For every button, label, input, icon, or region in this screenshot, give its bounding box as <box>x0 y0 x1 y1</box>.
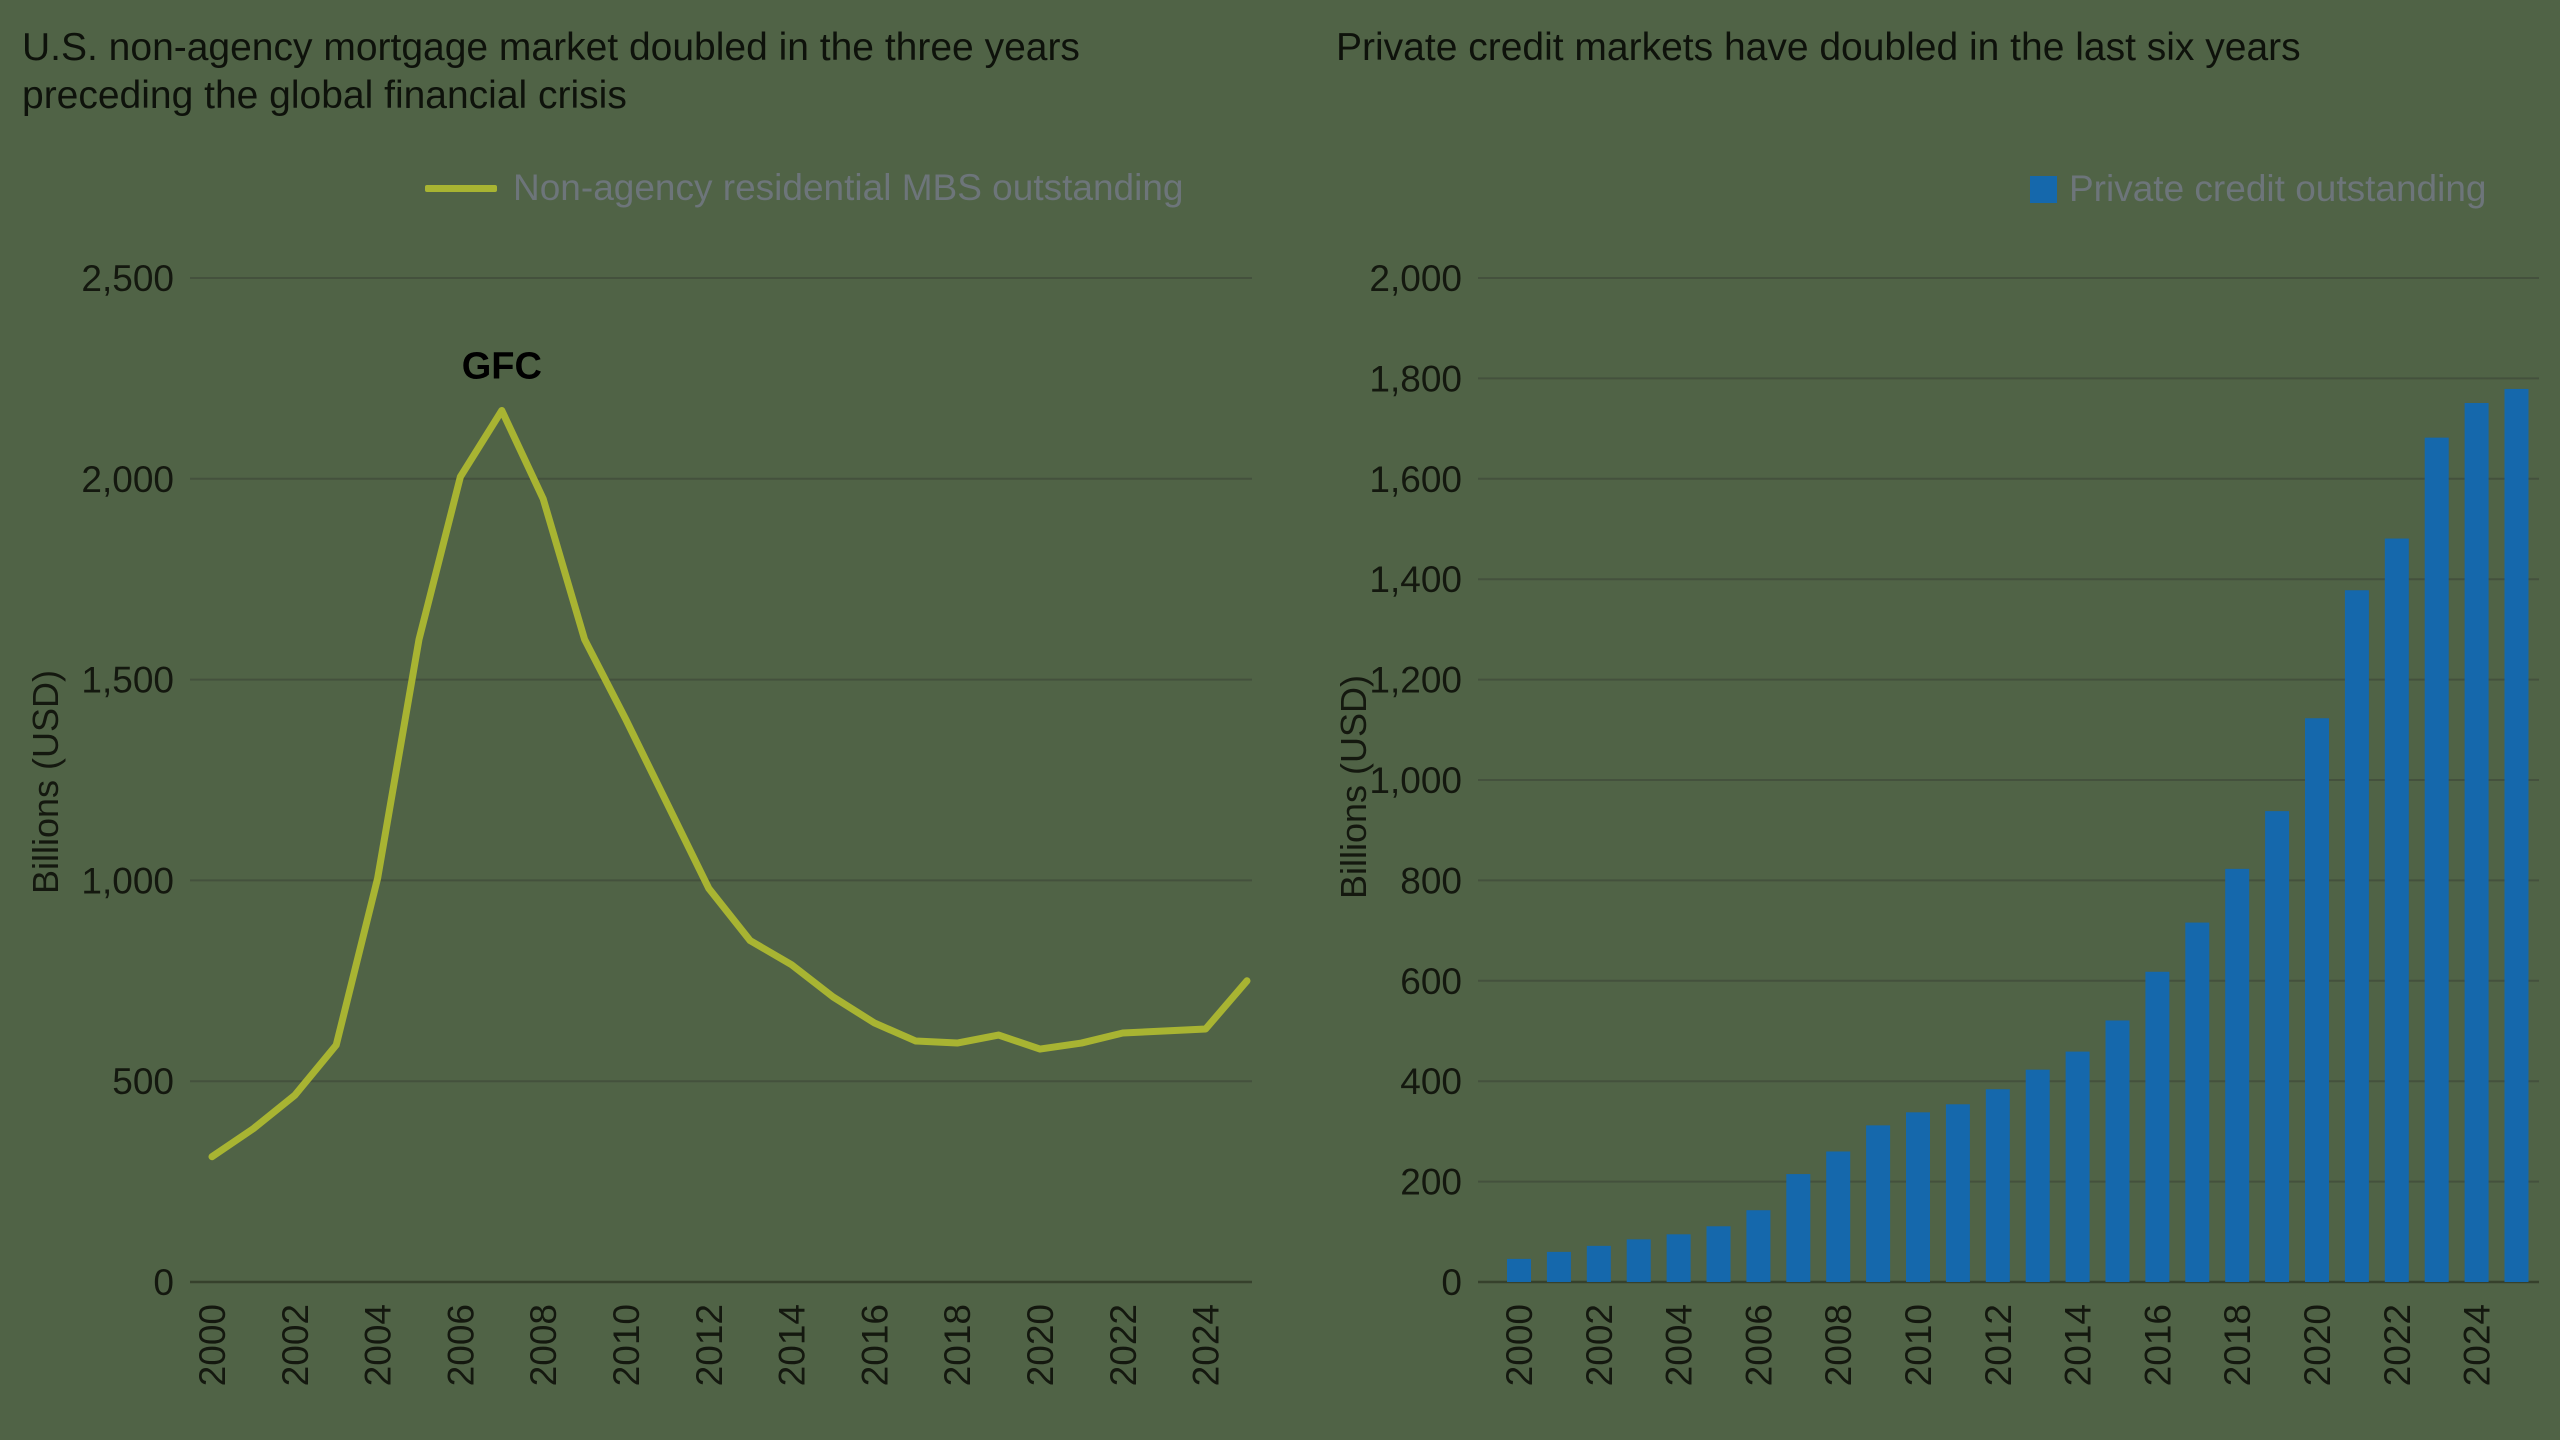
y-tick-label: 400 <box>1400 1061 1462 1102</box>
x-tick-label: 2002 <box>1579 1304 1620 1386</box>
bar <box>2384 538 2409 1282</box>
chart-title: U.S. non-agency mortgage market doubled … <box>22 26 1080 117</box>
x-tick-label: 2014 <box>2058 1304 2099 1386</box>
y-tick-label: 1,600 <box>1369 459 1462 500</box>
x-tick-label: 2004 <box>1659 1304 1700 1386</box>
legend: Private credit outstanding <box>2030 168 2487 210</box>
bar <box>2065 1051 2090 1282</box>
bar <box>2265 811 2290 1282</box>
x-tick-label: 2010 <box>606 1304 647 1386</box>
bar <box>2424 437 2449 1282</box>
x-tick-label: 2014 <box>772 1304 813 1386</box>
bar <box>2305 718 2329 1282</box>
x-tick-label: 2022 <box>2377 1304 2418 1386</box>
y-tick-label: 1,000 <box>1369 760 1462 801</box>
bar <box>2504 388 2529 1282</box>
x-tick-label: 2020 <box>2297 1304 2338 1386</box>
bar <box>1666 1234 1691 1282</box>
legend-label: Private credit outstanding <box>2069 168 2487 209</box>
x-tick-label: 2016 <box>854 1304 895 1386</box>
bar <box>1706 1226 1731 1282</box>
legend-label: Non-agency residential MBS outstanding <box>513 167 1184 208</box>
chart-title: Private credit markets have doubled in t… <box>1336 26 2301 69</box>
x-tick-label: 2020 <box>1020 1304 1061 1386</box>
x-tick-label: 2006 <box>440 1304 481 1386</box>
y-tick-label: 600 <box>1400 961 1462 1002</box>
x-tick-label: 2012 <box>1978 1304 2019 1386</box>
y-tick-label: 1,200 <box>1369 660 1462 701</box>
gfc-annotation: GFC <box>462 346 542 388</box>
x-tick-label: 2010 <box>1898 1304 1939 1386</box>
x-tick-label: 2024 <box>1186 1304 1227 1386</box>
bar <box>2225 868 2250 1282</box>
y-tick-label: 500 <box>112 1061 174 1102</box>
y-tick-label: 1,500 <box>81 660 174 701</box>
bar <box>2105 1020 2130 1282</box>
x-tick-label: 2022 <box>1103 1304 1144 1386</box>
y-tick-label: 1,000 <box>81 860 174 901</box>
bar <box>1586 1245 1611 1282</box>
bar <box>1746 1210 1771 1282</box>
bar <box>1786 1174 1811 1282</box>
y-tick-label: 2,000 <box>1369 258 1462 299</box>
x-tick-label: 2016 <box>2137 1304 2178 1386</box>
x-tick-label: 2024 <box>2457 1304 2498 1386</box>
x-tick-label: 2002 <box>275 1304 316 1386</box>
x-tick-label: 2000 <box>192 1304 233 1386</box>
x-tick-label: 2004 <box>358 1304 399 1386</box>
bar <box>1826 1151 1851 1282</box>
bar <box>1507 1258 1531 1282</box>
x-tick-label: 2018 <box>2217 1304 2258 1386</box>
x-tick-label: 2012 <box>689 1304 730 1386</box>
bar <box>1985 1089 2010 1282</box>
trend-line <box>208 407 1251 1161</box>
bar-swatch-icon <box>2030 175 2057 203</box>
bar <box>1626 1239 1651 1282</box>
x-tick-label: 2008 <box>1818 1304 1859 1386</box>
x-tick-label: 2006 <box>1738 1304 1779 1386</box>
bar <box>1906 1112 1930 1282</box>
bar <box>2344 590 2369 1282</box>
y-tick-label: 0 <box>1441 1262 1462 1303</box>
y-tick-label: 200 <box>1400 1162 1462 1203</box>
bar <box>1546 1251 1571 1282</box>
y-tick-label: 0 <box>153 1262 174 1303</box>
bar <box>2145 971 2170 1282</box>
mbs-line-chart-panel: U.S. non-agency mortgage market doubled … <box>22 26 1252 1386</box>
bar <box>2464 402 2489 1282</box>
y-tick-label: 800 <box>1400 860 1462 901</box>
bar <box>2185 922 2210 1282</box>
x-tick-label: 2000 <box>1499 1304 1540 1386</box>
y-tick-label: 2,000 <box>81 459 174 500</box>
bar-chart: 0 200 400 600 800 1,000 1,200 1,400 1,600 1,800 2,… <box>1369 258 2539 1386</box>
y-tick-label: 1,400 <box>1369 559 1462 600</box>
bar <box>1866 1125 1891 1282</box>
legend: Non-agency residential MBS outstanding <box>425 167 1184 209</box>
line-swatch-icon <box>425 184 497 192</box>
bar <box>1945 1104 1970 1282</box>
private-credit-bar-chart-panel: Private credit markets have doubled in t… <box>1280 0 2560 1440</box>
x-tick-label: 2018 <box>937 1304 978 1386</box>
y-tick-label: 2,500 <box>81 258 174 299</box>
x-tick-label: 2008 <box>523 1304 564 1386</box>
bar <box>2025 1069 2050 1282</box>
y-tick-label: 1,800 <box>1369 358 1462 399</box>
line-chart: 0 500 1,000 1,500 2,000 2,500 2000 2002 2004 2006… <box>81 258 1252 1386</box>
